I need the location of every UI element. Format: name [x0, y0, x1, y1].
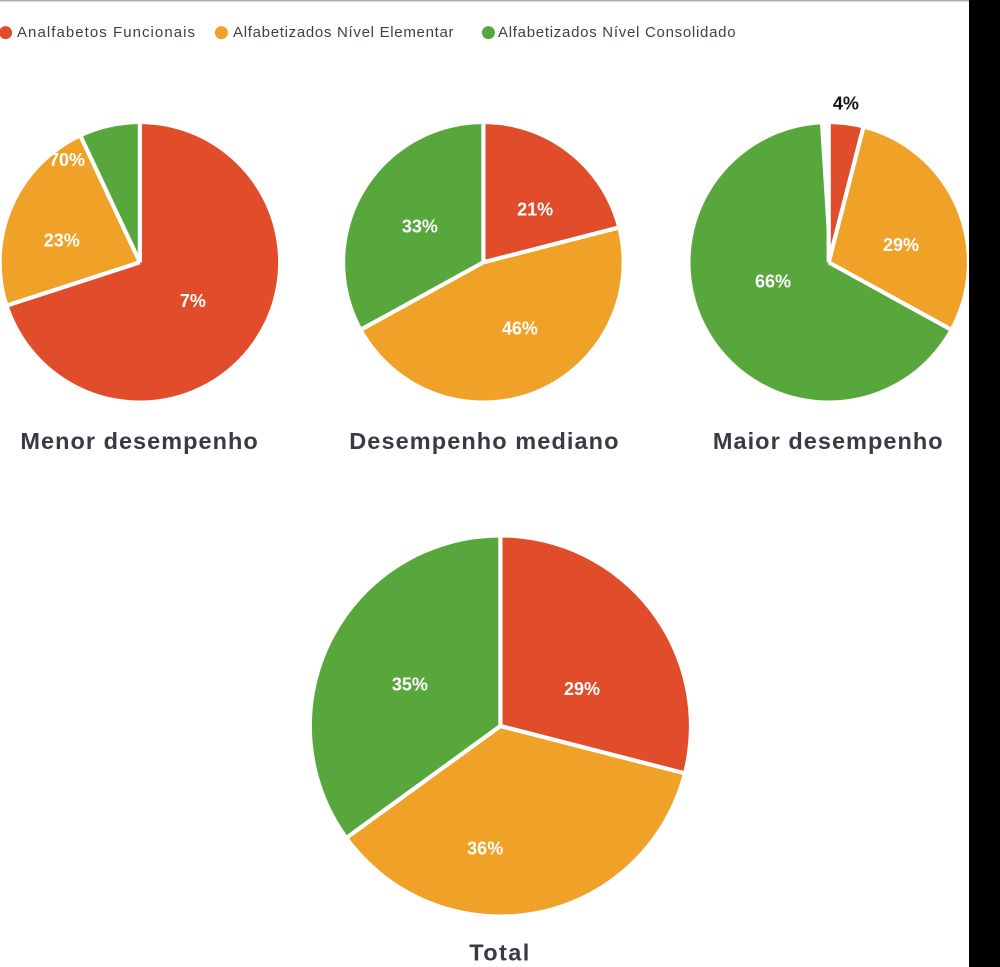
svg-text:Menor desempenho: Menor desempenho — [20, 428, 258, 454]
svg-text:70%: 70% — [49, 150, 85, 170]
svg-text:46%: 46% — [502, 318, 538, 338]
svg-text:29%: 29% — [564, 679, 600, 699]
svg-text:Maior desempenho: Maior desempenho — [713, 428, 944, 454]
svg-text:33%: 33% — [402, 217, 438, 237]
svg-text:7%: 7% — [180, 291, 206, 311]
svg-text:29%: 29% — [883, 235, 919, 255]
svg-text:66%: 66% — [755, 271, 791, 291]
svg-text:Total: Total — [469, 940, 530, 966]
svg-text:Desempenho mediano: Desempenho mediano — [349, 428, 619, 454]
svg-text:4%: 4% — [833, 94, 859, 114]
svg-text:21%: 21% — [517, 199, 553, 219]
svg-text:Analfabetos Funcionais: Analfabetos Funcionais — [17, 24, 196, 41]
svg-text:Alfabetizados Nível Elementar: Alfabetizados Nível Elementar — [233, 24, 454, 41]
svg-text:23%: 23% — [44, 231, 80, 251]
svg-text:Alfabetizados Nível Consolidad: Alfabetizados Nível Consolidado — [498, 24, 736, 41]
svg-text:35%: 35% — [392, 675, 428, 695]
svg-text:36%: 36% — [467, 838, 503, 858]
